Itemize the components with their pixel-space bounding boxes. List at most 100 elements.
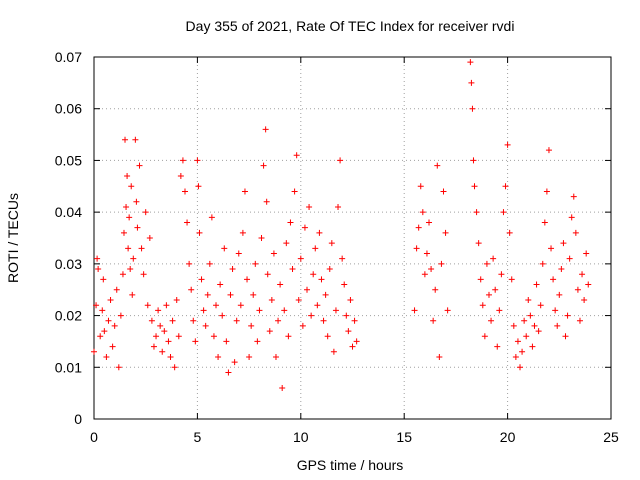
data-point xyxy=(533,281,540,288)
data-point xyxy=(217,281,224,288)
data-point xyxy=(171,364,178,371)
data-point xyxy=(444,307,451,314)
data-point xyxy=(488,317,495,324)
data-point xyxy=(196,229,203,236)
data-point xyxy=(434,162,441,169)
y-axis-label: ROTI / TECUs xyxy=(5,193,21,283)
data-point xyxy=(583,250,590,257)
data-point xyxy=(477,276,484,283)
data-point xyxy=(341,281,348,288)
data-point xyxy=(287,219,294,226)
data-point xyxy=(252,260,259,267)
data-point xyxy=(91,348,97,355)
data-point xyxy=(498,271,505,278)
data-point xyxy=(100,276,107,283)
data-point xyxy=(126,214,133,221)
data-point xyxy=(262,126,269,133)
data-point xyxy=(275,317,282,324)
x-tick-label: 0 xyxy=(90,429,98,445)
data-point xyxy=(186,260,193,267)
data-point xyxy=(161,328,168,335)
data-point xyxy=(432,286,439,293)
data-point xyxy=(500,209,507,216)
data-point xyxy=(517,364,524,371)
data-point xyxy=(146,235,153,241)
data-point xyxy=(231,359,238,366)
data-point xyxy=(304,286,311,293)
data-point xyxy=(349,343,356,350)
data-point xyxy=(525,297,532,304)
data-point xyxy=(494,343,501,350)
data-point xyxy=(558,266,565,273)
data-point xyxy=(496,307,503,314)
data-point xyxy=(541,219,548,226)
y-tick-label: 0.05 xyxy=(55,152,82,168)
data-point xyxy=(219,312,226,319)
data-point xyxy=(99,307,106,314)
data-point xyxy=(94,255,101,262)
data-point xyxy=(289,266,296,273)
data-point xyxy=(566,255,573,262)
data-point xyxy=(332,307,339,314)
data-point xyxy=(123,203,130,210)
data-point xyxy=(568,214,575,221)
data-point xyxy=(200,307,207,314)
grid xyxy=(94,57,611,419)
data-point xyxy=(167,353,174,360)
data-point xyxy=(266,328,273,335)
data-point xyxy=(308,312,315,319)
data-point xyxy=(117,312,124,319)
data-point xyxy=(263,198,270,205)
data-point xyxy=(512,353,519,360)
plot-frame xyxy=(93,56,612,420)
data-point xyxy=(277,281,284,288)
data-point xyxy=(107,297,114,304)
data-point xyxy=(539,260,546,267)
data-point xyxy=(264,271,271,278)
data-point xyxy=(556,291,563,298)
data-point xyxy=(479,302,486,309)
data-point xyxy=(175,333,182,340)
data-point xyxy=(244,276,251,283)
data-point xyxy=(585,281,592,288)
data-point xyxy=(188,286,195,293)
x-tick-label: 5 xyxy=(194,429,202,445)
data-point xyxy=(142,209,149,216)
data-point xyxy=(535,328,542,335)
data-point xyxy=(93,302,100,309)
data-point xyxy=(492,286,499,293)
data-point xyxy=(130,255,137,262)
data-point xyxy=(473,209,480,216)
data-point xyxy=(529,343,536,350)
data-point xyxy=(281,307,288,314)
y-tick-label: 0.07 xyxy=(55,49,82,65)
data-point xyxy=(326,266,333,273)
data-point xyxy=(272,353,279,360)
data-point xyxy=(237,302,244,309)
data-point xyxy=(125,245,132,252)
data-point xyxy=(299,322,306,329)
data-point xyxy=(163,302,170,309)
data-point xyxy=(521,317,528,324)
data-point xyxy=(202,322,209,329)
data-point xyxy=(206,260,213,267)
y-tick-label: 0 xyxy=(74,411,82,427)
data-point xyxy=(127,266,134,273)
data-point xyxy=(471,183,478,190)
data-point xyxy=(483,260,490,267)
data-point xyxy=(227,291,234,298)
data-point xyxy=(198,276,205,283)
data-point xyxy=(481,333,488,340)
data-point xyxy=(554,322,561,329)
data-point xyxy=(574,286,581,293)
data-point xyxy=(564,312,571,319)
data-point xyxy=(270,250,277,257)
x-tick-label: 10 xyxy=(293,429,309,445)
data-point xyxy=(279,384,286,391)
data-point xyxy=(545,147,552,154)
chart-title: Day 355 of 2021, Rate Of TEC Index for r… xyxy=(186,18,515,34)
data-point xyxy=(490,255,497,262)
data-point xyxy=(523,333,530,340)
data-point xyxy=(204,291,211,298)
